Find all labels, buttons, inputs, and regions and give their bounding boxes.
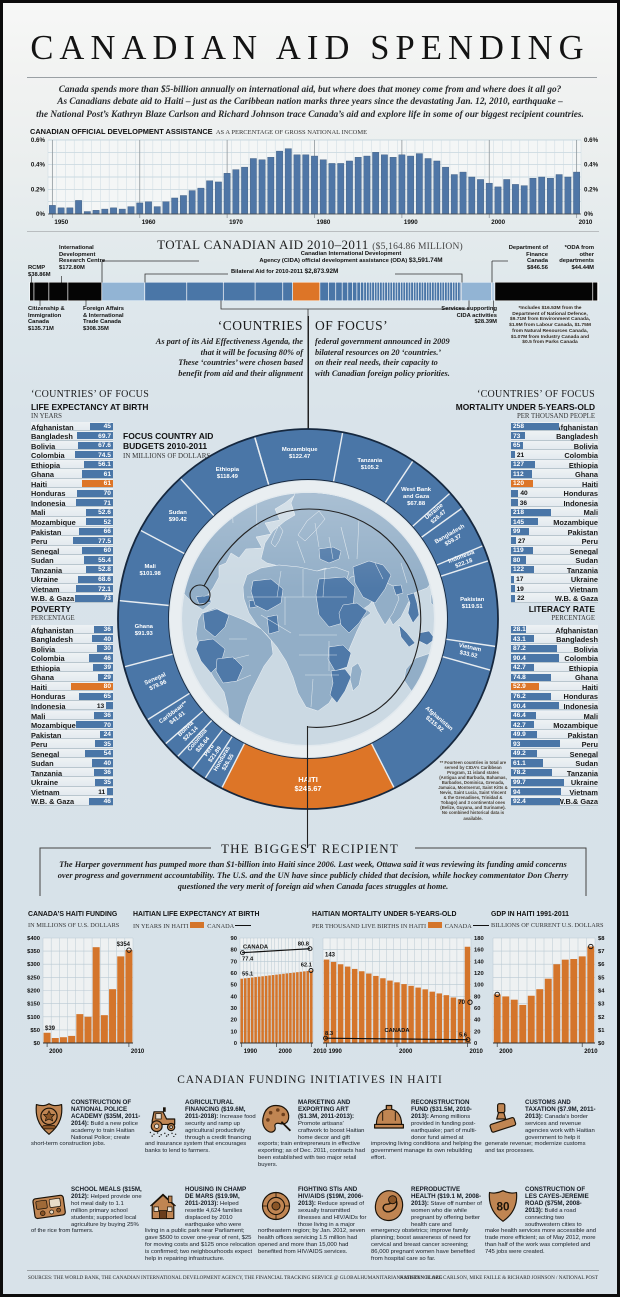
svg-text:62.1: 62.1 xyxy=(301,963,313,969)
svg-text:$3: $3 xyxy=(598,1002,605,1008)
svg-text:$0: $0 xyxy=(598,1041,604,1047)
svg-text:2000: 2000 xyxy=(499,1049,513,1055)
svg-text:1970: 1970 xyxy=(229,219,243,226)
svg-text:20: 20 xyxy=(231,1018,237,1024)
svg-text:0%: 0% xyxy=(584,211,593,218)
svg-text:0.4%: 0.4% xyxy=(584,162,599,169)
svg-text:$5: $5 xyxy=(598,975,605,981)
svg-text:2010: 2010 xyxy=(579,219,593,226)
svg-text:$4: $4 xyxy=(598,989,605,995)
svg-text:$6: $6 xyxy=(598,962,605,968)
svg-text:$50: $50 xyxy=(30,1028,40,1034)
svg-text:2010: 2010 xyxy=(131,1049,145,1055)
svg-text:0.4%: 0.4% xyxy=(31,162,46,169)
svg-text:10: 10 xyxy=(231,1029,237,1035)
svg-text:CANADA: CANADA xyxy=(243,945,269,951)
svg-text:140: 140 xyxy=(474,959,484,965)
svg-text:$200: $200 xyxy=(27,989,40,995)
svg-text:60: 60 xyxy=(231,971,237,977)
svg-text:$0: $0 xyxy=(34,1041,40,1047)
svg-text:2000: 2000 xyxy=(49,1049,63,1055)
svg-text:1990: 1990 xyxy=(329,1049,343,1055)
svg-text:1980: 1980 xyxy=(317,219,331,226)
svg-text:$2: $2 xyxy=(598,1015,604,1021)
svg-text:80: 80 xyxy=(231,948,237,954)
svg-text:80: 80 xyxy=(474,994,480,1000)
svg-text:$39: $39 xyxy=(45,1026,56,1032)
svg-text:$400: $400 xyxy=(27,936,40,942)
svg-text:$300: $300 xyxy=(27,962,40,968)
svg-text:120: 120 xyxy=(474,971,484,977)
svg-text:180: 180 xyxy=(474,936,484,942)
svg-text:50: 50 xyxy=(231,983,237,989)
svg-text:0.6%: 0.6% xyxy=(31,137,46,144)
svg-text:60: 60 xyxy=(474,1006,480,1012)
svg-text:0.2%: 0.2% xyxy=(584,186,599,193)
svg-text:30: 30 xyxy=(231,1006,237,1012)
svg-text:2010: 2010 xyxy=(584,1049,598,1055)
svg-text:1950: 1950 xyxy=(54,219,68,226)
svg-text:80: 80 xyxy=(496,1201,510,1214)
svg-text:100: 100 xyxy=(474,983,484,989)
svg-text:$100: $100 xyxy=(27,1015,40,1021)
svg-text:0: 0 xyxy=(474,1041,477,1047)
svg-text:1990: 1990 xyxy=(404,219,418,226)
svg-text:1990: 1990 xyxy=(244,1049,258,1055)
svg-text:143: 143 xyxy=(325,953,336,959)
svg-text:CANADA: CANADA xyxy=(384,1028,410,1034)
svg-text:1960: 1960 xyxy=(142,219,156,226)
svg-text:70: 70 xyxy=(458,1000,465,1006)
svg-text:20: 20 xyxy=(474,1029,480,1035)
svg-text:80.8: 80.8 xyxy=(298,942,310,948)
svg-text:2010: 2010 xyxy=(313,1049,327,1055)
svg-text:77.4: 77.4 xyxy=(242,957,254,963)
svg-text:2000: 2000 xyxy=(399,1049,413,1055)
svg-text:$354: $354 xyxy=(117,942,131,948)
svg-text:$150: $150 xyxy=(27,1002,40,1008)
svg-text:0: 0 xyxy=(234,1041,237,1047)
svg-text:40: 40 xyxy=(474,1018,480,1024)
svg-text:5.6: 5.6 xyxy=(459,1033,468,1039)
svg-text:70: 70 xyxy=(231,959,237,965)
svg-text:55.1: 55.1 xyxy=(242,972,254,978)
svg-text:40: 40 xyxy=(231,994,237,1000)
svg-text:0.2%: 0.2% xyxy=(31,186,46,193)
svg-text:2000: 2000 xyxy=(491,219,505,226)
svg-text:90: 90 xyxy=(231,936,237,942)
svg-text:2000: 2000 xyxy=(279,1049,293,1055)
svg-text:160: 160 xyxy=(474,948,484,954)
svg-text:0%: 0% xyxy=(36,211,45,218)
svg-text:$1: $1 xyxy=(598,1028,605,1034)
svg-text:2010: 2010 xyxy=(470,1049,484,1055)
svg-text:$250: $250 xyxy=(27,975,40,981)
svg-text:$7: $7 xyxy=(598,949,604,955)
svg-text:0.6%: 0.6% xyxy=(584,137,599,144)
svg-text:$350: $350 xyxy=(27,949,40,955)
svg-text:$8: $8 xyxy=(598,936,605,942)
svg-text:8.3: 8.3 xyxy=(325,1031,334,1037)
